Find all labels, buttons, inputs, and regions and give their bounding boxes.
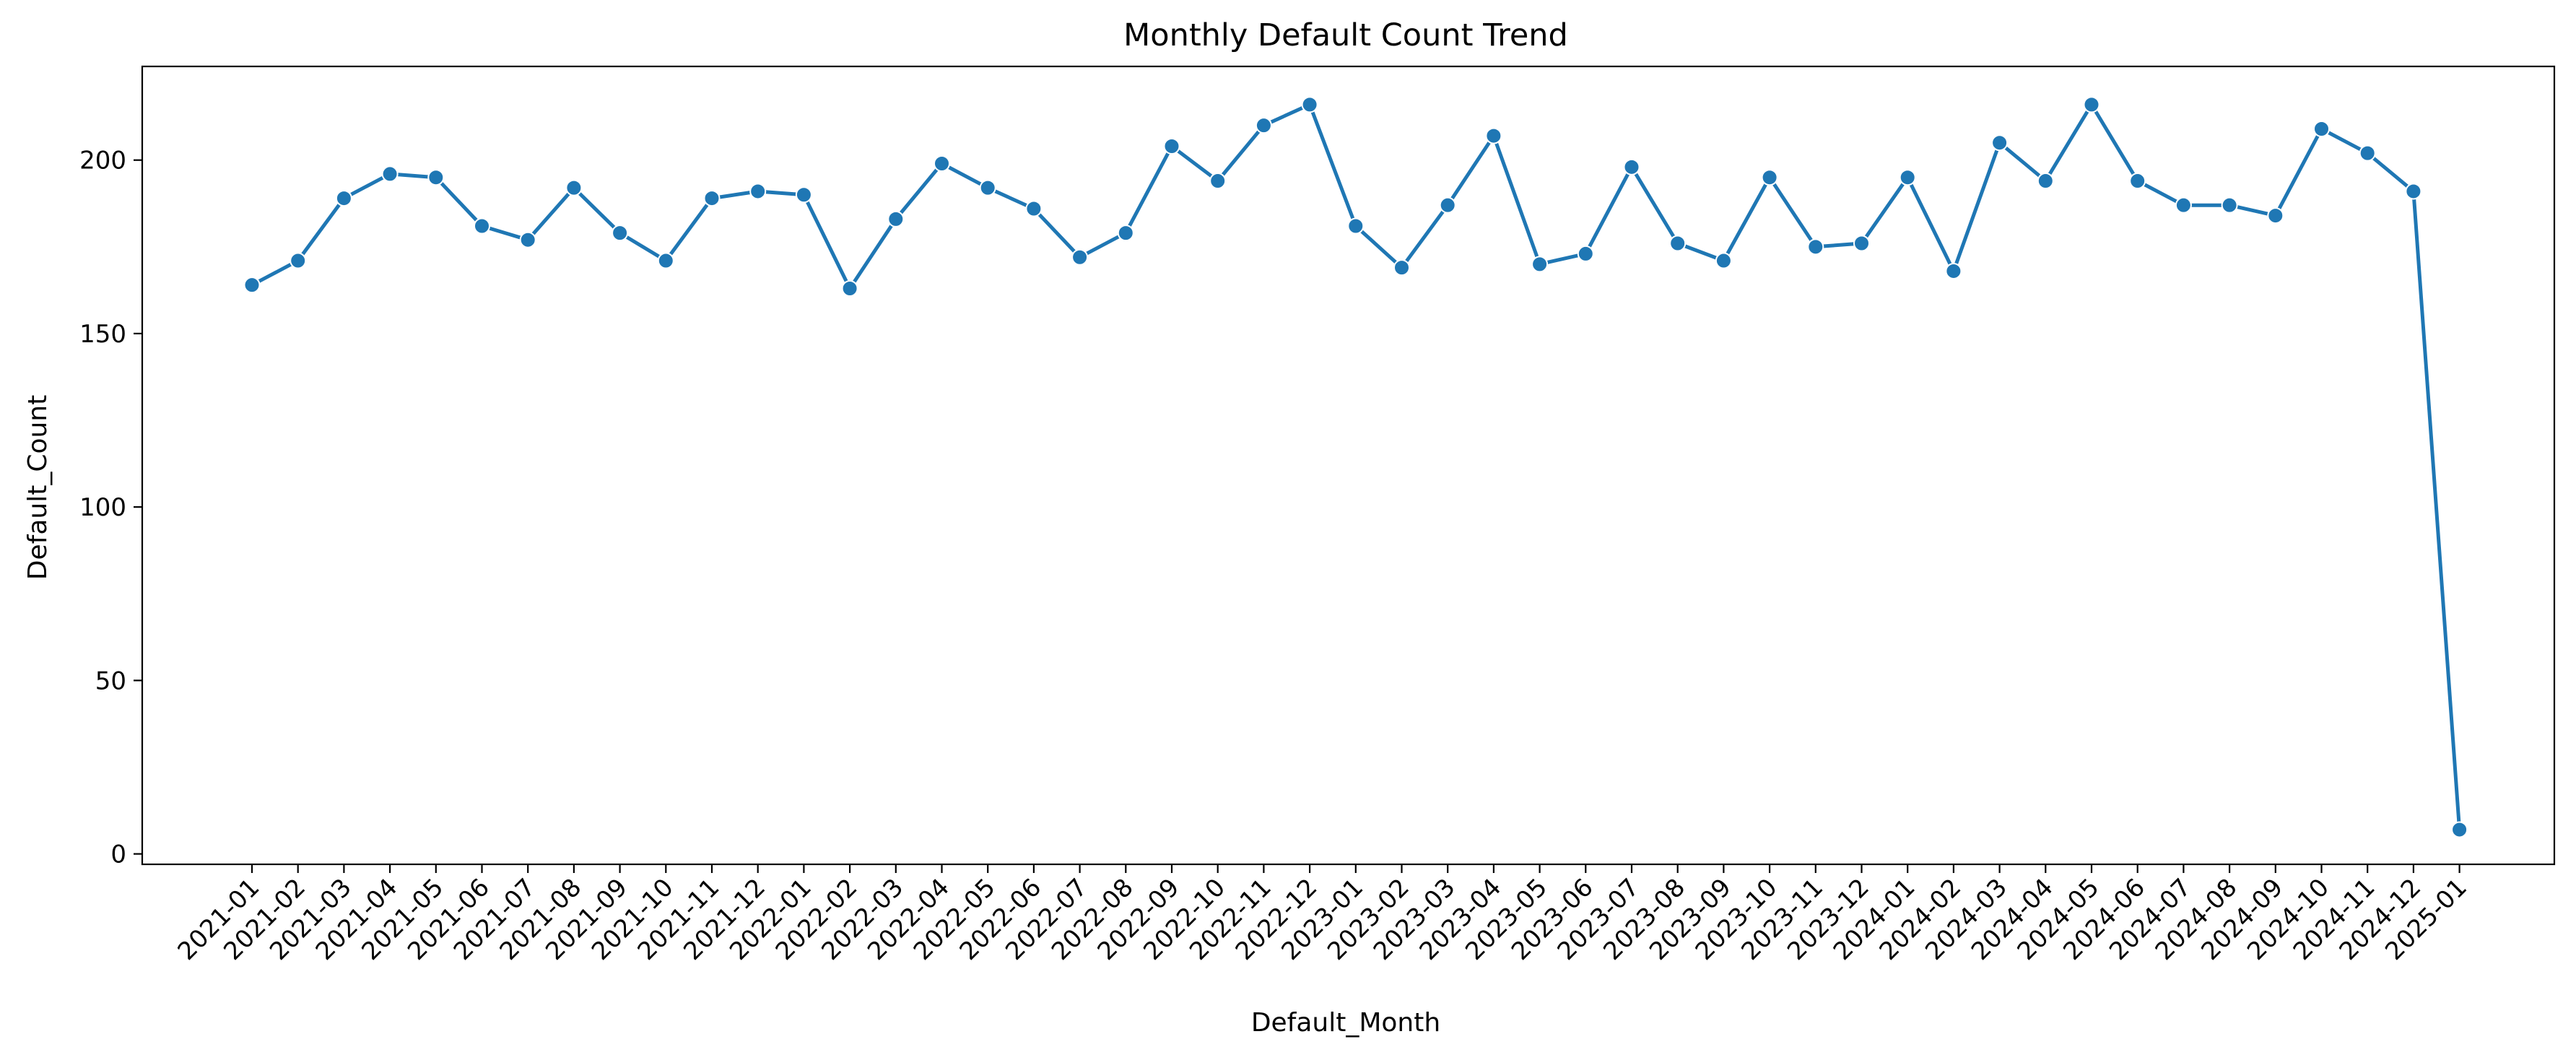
data-point <box>703 190 721 207</box>
data-point <box>1623 158 1640 175</box>
data-point <box>1531 256 1549 273</box>
data-point <box>1899 169 1916 186</box>
data-point <box>612 225 629 242</box>
data-point <box>657 252 674 269</box>
data-point <box>1485 127 1502 144</box>
data-point <box>2359 144 2376 162</box>
data-point <box>1669 235 1687 252</box>
data-point <box>1117 225 1134 242</box>
data-point <box>1393 259 1410 277</box>
data-point <box>2175 196 2192 214</box>
y-tick-label: 100 <box>79 493 126 522</box>
data-point <box>2129 173 2146 190</box>
y-tick-label: 200 <box>79 147 126 175</box>
data-point <box>2221 196 2238 214</box>
data-point <box>1071 248 1089 266</box>
data-point <box>381 165 399 183</box>
y-tick-label: 50 <box>95 666 126 695</box>
data-point <box>1163 138 1180 155</box>
data-point <box>795 186 812 204</box>
data-point <box>1439 196 1456 214</box>
data-point <box>2313 120 2330 137</box>
data-point <box>243 277 261 294</box>
data-point <box>427 169 445 186</box>
data-point <box>1347 217 1365 235</box>
data-point <box>1807 238 1824 256</box>
data-point <box>1209 173 1227 190</box>
y-tick-label: 150 <box>79 320 126 349</box>
data-point <box>1025 200 1043 217</box>
data-point <box>2037 173 2054 190</box>
data-point <box>335 190 352 207</box>
x-axis-label: Default_Month <box>1251 1008 1440 1038</box>
data-point <box>2451 821 2468 838</box>
data-point <box>934 155 950 173</box>
data-point <box>1255 117 1272 134</box>
y-tick-label: 0 <box>110 840 126 869</box>
data-point <box>1301 96 1318 113</box>
data-point <box>2267 207 2284 225</box>
data-point <box>290 252 307 269</box>
data-point <box>887 210 905 227</box>
data-point <box>474 217 490 235</box>
data-point <box>1761 169 1778 186</box>
data-point <box>979 179 996 196</box>
data-point <box>1577 245 1594 262</box>
data-point <box>1945 262 1962 279</box>
data-point <box>565 179 583 196</box>
data-point <box>519 231 536 248</box>
chart-title: Monthly Default Count Trend <box>1123 17 1568 53</box>
data-point <box>1991 134 2009 152</box>
data-point <box>749 183 767 200</box>
data-point <box>841 279 858 297</box>
data-point <box>1853 235 1870 252</box>
y-axis-label: Default_Count <box>23 395 53 580</box>
plot-frame <box>141 65 2556 866</box>
data-point <box>1715 252 1732 269</box>
data-point <box>2405 183 2422 200</box>
data-point <box>2083 96 2100 113</box>
